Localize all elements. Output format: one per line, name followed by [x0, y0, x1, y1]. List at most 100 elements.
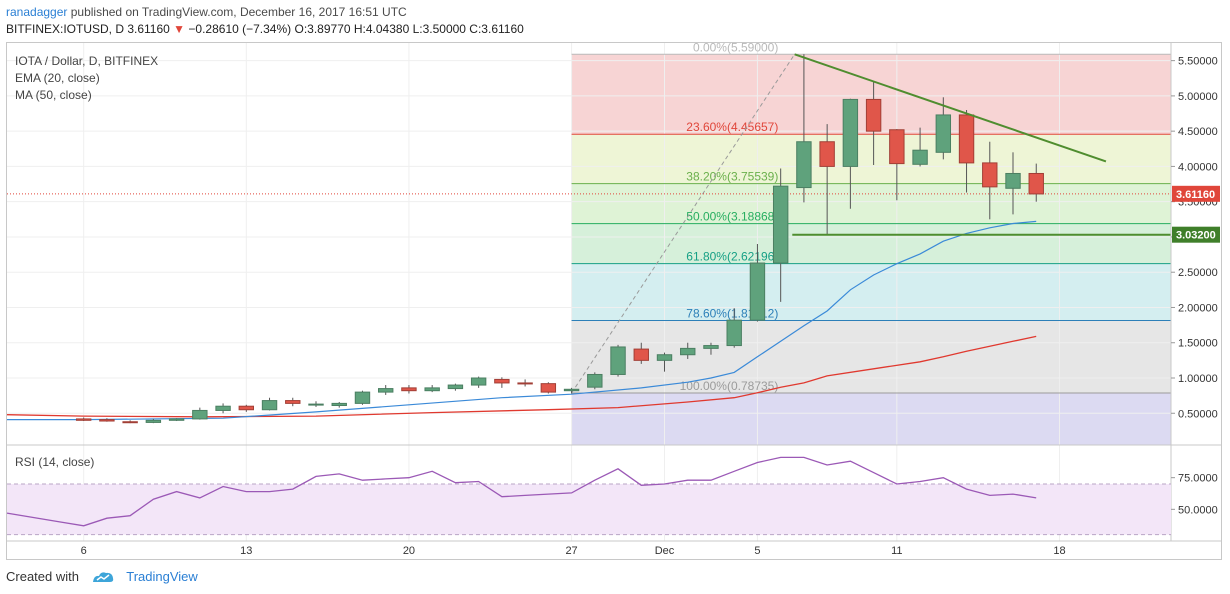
- candle-body: [168, 418, 185, 421]
- fib-level-label: 23.60%(4.45657): [686, 120, 778, 134]
- price-tick-label: 5.00000: [1178, 91, 1218, 103]
- candle-body: [192, 409, 208, 420]
- candle-body: [331, 402, 347, 407]
- time-tick-label: 11: [891, 545, 902, 557]
- ohlc-values: O:3.89770 H:4.04380 L:3.50000 C:3.61160: [294, 22, 524, 36]
- candle-body: [656, 354, 673, 361]
- time-tick-label: 27: [565, 545, 577, 557]
- fib-level-label: 38.20%(3.75539): [686, 170, 778, 184]
- rsi-tick-label: 50.0000: [1178, 504, 1218, 516]
- candle-body: [470, 377, 487, 386]
- candle-body: [215, 405, 231, 411]
- candle-body: [261, 400, 278, 411]
- price-tick-label: 1.50000: [1178, 338, 1218, 350]
- candle-body: [889, 129, 905, 165]
- time-tick-label: 18: [1053, 545, 1065, 557]
- candle-body: [958, 114, 975, 164]
- publish-info: ranadagger published on TradingView.com,…: [6, 5, 407, 19]
- candle-body: [401, 387, 417, 392]
- candle-body: [819, 141, 835, 167]
- legend-symbol: IOTA / Dollar, D, BITFINEX: [15, 54, 159, 68]
- author-link[interactable]: ranadagger: [6, 5, 68, 19]
- candle-body: [749, 262, 766, 321]
- candle-body: [285, 400, 301, 404]
- time-tick-label: Dec: [655, 545, 675, 557]
- candle-body: [75, 418, 92, 421]
- candle-body: [563, 388, 580, 392]
- fib-swing-line: [571, 54, 796, 394]
- last-price-label: 3.61160: [1176, 189, 1215, 201]
- last-price-label-bg: [1172, 185, 1220, 202]
- resistance-trendline: [794, 53, 1107, 163]
- candle-body: [424, 387, 440, 392]
- candle-body: [865, 98, 882, 132]
- tradingview-logo-icon[interactable]: [91, 570, 115, 587]
- support-price-label: 3.03200: [1176, 230, 1216, 242]
- candle-body: [447, 384, 464, 390]
- support-price-label-bg: [1172, 226, 1220, 243]
- publish-text: published on TradingView.com, December 1…: [70, 5, 407, 19]
- fib-zone: [571, 263, 1171, 321]
- fib-level-label: 100.00%(0.78735): [680, 379, 779, 393]
- symbol-info-line: BITFINEX:IOTUSD, D 3.61160 ▼ −0.28610 (−…: [6, 22, 524, 36]
- price-tick-label: 4.50000: [1178, 126, 1218, 138]
- ma50-line: [6, 335, 1037, 418]
- candle-body: [540, 383, 557, 393]
- candle-body: [610, 346, 626, 375]
- legend-ma: MA (50, close): [15, 88, 92, 102]
- fib-zone-bottom: [571, 392, 1171, 445]
- fib-level-label: 50.00%(3.18868): [686, 210, 778, 224]
- candle-body: [587, 373, 603, 388]
- candle-body: [982, 162, 998, 188]
- price-tick-label: 5.50000: [1178, 56, 1218, 68]
- candle-body: [494, 378, 510, 384]
- candle-body: [726, 319, 742, 347]
- candle-body: [842, 98, 859, 167]
- candle-body: [145, 419, 162, 423]
- candle-body: [912, 149, 928, 165]
- candle-body: [1005, 172, 1021, 189]
- fib-zone: [571, 134, 1171, 184]
- time-tick-label: 13: [240, 545, 252, 557]
- chart-legend: IOTA / Dollar, D, BITFINEX EMA (20, clos…: [15, 53, 158, 104]
- price-change: −0.28610 (−7.34%): [188, 22, 292, 36]
- fib-zone: [571, 183, 1171, 224]
- rsi-tick-label: 75.0000: [1178, 473, 1218, 485]
- candle-body: [680, 347, 696, 356]
- down-arrow-icon: ▼: [173, 22, 186, 36]
- chart-frame: [6, 42, 1222, 560]
- time-tick-label: 20: [403, 545, 415, 557]
- candle-body: [517, 382, 533, 385]
- rsi-line: [6, 456, 1037, 527]
- candle-body: [1028, 172, 1044, 195]
- tradingview-link[interactable]: TradingView: [126, 569, 198, 584]
- price-tick-label: 1.00000: [1178, 373, 1218, 385]
- candle-body: [308, 403, 324, 406]
- created-with-text: Created with: [6, 569, 79, 584]
- candle-body: [99, 419, 115, 422]
- candle-body: [354, 391, 371, 404]
- price-tick-label: 4.00000: [1178, 161, 1218, 173]
- fib-zone: [571, 223, 1171, 264]
- candle-body: [935, 114, 952, 153]
- candle-body: [703, 345, 719, 349]
- candle-body: [633, 348, 649, 361]
- time-tick-label: 6: [81, 545, 87, 557]
- time-tick-label: 5: [754, 545, 760, 557]
- candle-body: [378, 388, 394, 393]
- price-tick-label: 2.50000: [1178, 267, 1218, 279]
- symbol-prefix: BITFINEX:IOTUSD, D 3.61160: [6, 22, 170, 36]
- fib-level-label: 61.80%(2.62196): [686, 250, 778, 264]
- candle-body: [796, 141, 812, 189]
- candle-body: [238, 405, 255, 411]
- price-tick-label: 2.00000: [1178, 302, 1218, 314]
- footer: Created with TradingView: [6, 569, 198, 587]
- price-tick-label: 0.50000: [1178, 408, 1218, 420]
- candle-body: [122, 421, 138, 424]
- rsi-band-fill: [7, 484, 1171, 535]
- ema20-line: [7, 220, 1037, 421]
- legend-ema: EMA (20, close): [15, 71, 100, 85]
- rsi-legend: RSI (14, close): [15, 455, 95, 469]
- candle-body: [772, 185, 789, 264]
